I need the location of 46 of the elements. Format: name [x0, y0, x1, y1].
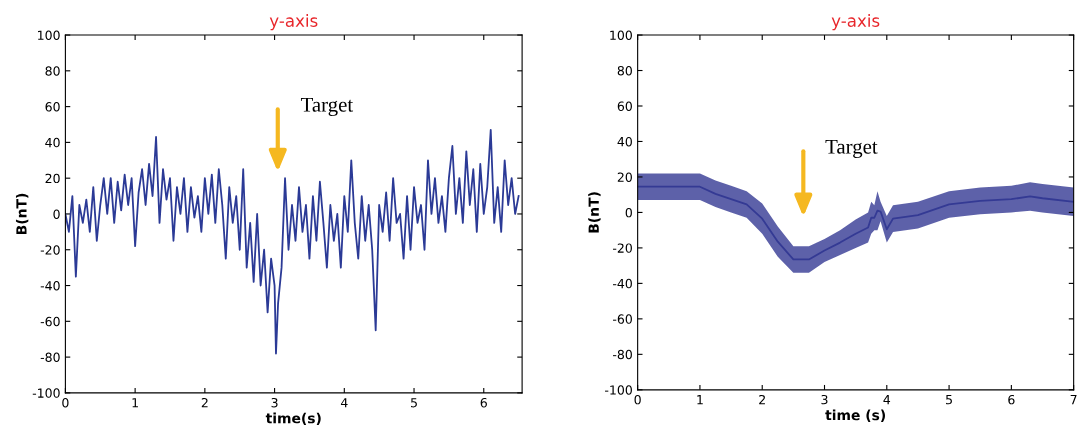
y-tick-label: -60	[40, 316, 60, 327]
y-tick-label: -20	[40, 245, 60, 255]
annotation: Target	[300, 97, 354, 117]
x-tick-label: 5	[411, 398, 417, 408]
y-tick-label: -20	[612, 243, 632, 253]
x-axis-title: time(s)	[265, 412, 321, 426]
x-tick-label: 1	[697, 395, 703, 405]
y-tick-label: 100	[610, 30, 632, 40]
y-tick-label: 0	[53, 209, 60, 219]
y-tick-label: 60	[617, 101, 632, 111]
x-tick-label: 4	[883, 395, 891, 405]
y-axis-title: B(nT)	[15, 193, 29, 235]
y-tick-label: 80	[45, 66, 60, 76]
x-tick-label: 1	[132, 398, 138, 408]
chart-title: y-axis	[269, 14, 318, 31]
y-tick-label: 20	[617, 172, 632, 182]
x-tick-label: 5	[946, 395, 952, 405]
x-tick-label: 4	[340, 398, 348, 408]
y-tick-label: -40	[612, 278, 632, 289]
y-tick-label: 40	[617, 136, 632, 147]
chart-title: y-axis	[831, 14, 880, 31]
y-tick-label: 40	[45, 137, 60, 148]
x-tick-label: 2	[201, 397, 208, 408]
y-tick-label: -60	[612, 314, 632, 324]
x-tick-label: 6	[480, 397, 487, 408]
y-tick-label: -40	[40, 281, 60, 291]
y-tick-label: -80	[40, 352, 60, 363]
y-tick-label: 80	[617, 65, 632, 76]
x-tick-label: 0	[62, 397, 69, 408]
line-series	[65, 128, 520, 355]
x-tick-label: 3	[821, 394, 828, 405]
y-tick-label: 20	[45, 173, 60, 184]
x-tick-label: 3	[271, 397, 278, 408]
x-tick-label: 2	[759, 394, 765, 405]
y-tick-label: 0	[625, 207, 632, 218]
x-axis-title: time (s)	[825, 409, 885, 422]
y-tick-label: 60	[45, 102, 60, 112]
y-axis-title: B(nT)	[588, 192, 601, 233]
y-tick-label: -100	[32, 388, 60, 398]
y-tick-label: -80	[612, 349, 632, 360]
y-tick-label: -100	[605, 385, 632, 395]
x-tick-label: 6	[1008, 394, 1015, 405]
y-tick-label: 100	[38, 30, 60, 40]
annotation: Target	[825, 139, 878, 159]
x-tick-label: 7	[1070, 395, 1077, 405]
x-tick-label: 0	[634, 394, 641, 405]
